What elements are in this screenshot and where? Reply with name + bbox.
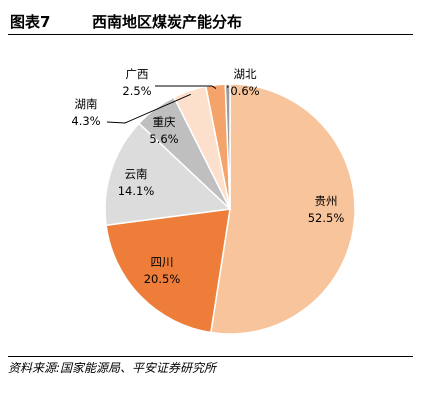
slice-name-label-2: 云南: [125, 167, 148, 181]
pie-slice-1: [106, 209, 230, 333]
slice-value-label-6: 0.6%: [230, 84, 259, 98]
slice-name-label-5: 广西: [126, 67, 149, 81]
slice-name-label-3: 重庆: [153, 115, 176, 129]
pie-slice-0: [211, 84, 355, 334]
slice-name-label-1: 四川: [151, 255, 174, 269]
slice-value-label-2: 14.1%: [118, 184, 155, 198]
source-note: 资料来源:国家能源局、平安证券研究所: [8, 356, 413, 376]
slice-name-label-6: 湖北: [234, 67, 257, 81]
slice-value-label-4: 4.3%: [71, 114, 100, 128]
slice-value-label-1: 20.5%: [144, 272, 181, 286]
slice-name-label-0: 贵州: [315, 194, 338, 208]
slice-name-label-4: 湖南: [75, 97, 98, 111]
slice-value-label-3: 5.6%: [149, 132, 178, 146]
slice-value-label-0: 52.5%: [308, 211, 345, 225]
slice-value-label-5: 2.5%: [122, 84, 151, 98]
